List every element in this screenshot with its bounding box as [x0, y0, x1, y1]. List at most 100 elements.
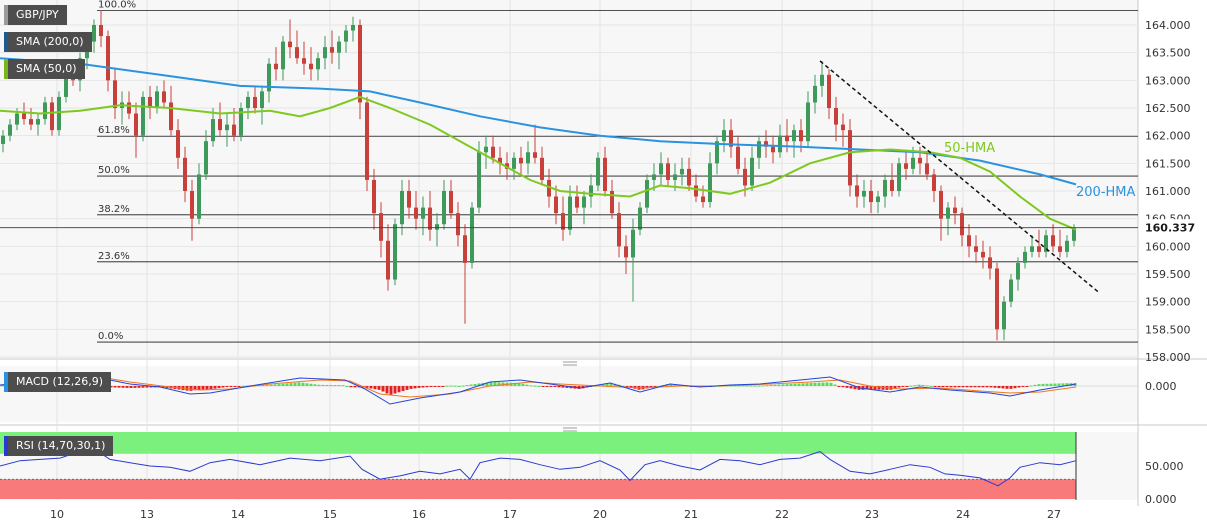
candle-body — [827, 74, 831, 108]
hma200-annotation: 200-HMA — [1076, 185, 1135, 200]
macd-histogram-bar — [125, 386, 129, 388]
macd-histogram-bar — [953, 386, 957, 388]
macd-histogram-bar — [393, 386, 397, 394]
macd-histogram-bar — [845, 386, 849, 388]
date-tick-label: 23 — [865, 508, 879, 521]
candle-body — [428, 207, 432, 230]
macd-panel: 0.000 — [0, 373, 1177, 405]
macd-histogram-bar — [465, 385, 469, 387]
candle-body — [323, 47, 327, 59]
candle-body — [946, 207, 950, 219]
macd-histogram-bar — [221, 386, 225, 388]
candle-body — [344, 30, 348, 42]
macd-histogram-bar — [429, 386, 433, 387]
candle-body — [1065, 240, 1069, 252]
macd-histogram-bar — [321, 384, 325, 386]
macd-histogram-bar — [273, 384, 277, 386]
candle-body — [456, 213, 460, 236]
macd-histogram-bar — [189, 386, 193, 391]
macd-histogram-bar — [981, 386, 985, 388]
macd-histogram-bar — [533, 385, 537, 387]
macd-histogram-bar — [469, 384, 473, 386]
price-tick-label: 158.000 — [1145, 351, 1191, 364]
macd-histogram-bar — [893, 386, 897, 389]
candle-body — [491, 146, 495, 158]
candle-body — [400, 191, 404, 225]
macd-histogram-bar — [521, 383, 525, 386]
macd-histogram-bar — [1029, 385, 1033, 387]
macd-histogram-bar — [513, 382, 517, 386]
candle-body — [666, 163, 670, 180]
candle-body — [757, 141, 761, 158]
candle-body — [610, 191, 614, 214]
macd-histogram-bar — [609, 382, 613, 386]
macd-histogram-bar — [849, 386, 853, 389]
candle-body — [407, 191, 411, 208]
macd-histogram-bar — [309, 383, 313, 386]
macd-histogram-bar — [905, 386, 909, 387]
macd-histogram-bar — [141, 386, 145, 388]
macd-histogram-bar — [961, 386, 965, 388]
macd-histogram-bar — [417, 386, 421, 388]
candle-body — [743, 168, 747, 186]
candle-body — [1030, 246, 1034, 252]
price-tick-label: 161.000 — [1145, 185, 1191, 198]
candle-body — [680, 168, 684, 175]
candle-body — [1044, 235, 1048, 252]
candle-body — [918, 157, 922, 164]
macd-histogram-bar — [805, 383, 809, 386]
macd-histogram-bar — [841, 386, 845, 388]
candle-body — [498, 157, 502, 164]
candle-body — [386, 240, 390, 280]
macd-histogram-bar — [421, 386, 425, 388]
macd-histogram-bar — [137, 386, 141, 388]
macd-histogram-bar — [677, 384, 681, 386]
candle-body — [526, 152, 530, 164]
sma200-swatch — [4, 32, 8, 52]
candle-body — [141, 96, 145, 136]
macd-histogram-bar — [917, 384, 921, 386]
candle-body — [995, 268, 999, 330]
candle-body — [64, 74, 68, 97]
candle-body — [561, 213, 565, 230]
candle-body — [267, 63, 271, 92]
rsi-panel: 50.000 0.000 — [0, 432, 1184, 506]
date-tick-label: 21 — [684, 508, 698, 521]
macd-histogram-bar — [489, 382, 493, 386]
current-price-label: 160.337 — [1145, 222, 1195, 235]
candle-body — [393, 224, 397, 280]
macd-histogram-bar — [437, 386, 441, 387]
candle-body — [295, 47, 299, 59]
macd-histogram-bar — [1061, 383, 1065, 386]
candle-body — [848, 130, 852, 186]
candle-body — [617, 213, 621, 247]
candle-body — [449, 191, 453, 214]
macd-histogram-bar — [525, 384, 529, 386]
macd-histogram-bar — [241, 385, 245, 387]
candle-body — [134, 113, 138, 136]
candle-body — [701, 196, 705, 203]
candle-body — [162, 91, 166, 103]
candle-body — [554, 196, 558, 214]
candle-body — [351, 25, 355, 31]
date-tick-label: 24 — [956, 508, 970, 521]
candle-body — [22, 113, 26, 120]
candle-body — [211, 119, 215, 142]
macd-histogram-bar — [381, 386, 385, 392]
macd-histogram-bar — [741, 385, 745, 387]
macd-histogram-bar — [333, 385, 337, 387]
candle-body — [764, 141, 768, 147]
date-tick-label: 10 — [50, 508, 64, 521]
macd-histogram-bar — [781, 384, 785, 386]
main-panel-bg — [0, 0, 1138, 358]
sma200-label: SMA (200,0) — [16, 35, 84, 48]
macd-histogram-bar — [477, 383, 481, 386]
macd-histogram-bar — [301, 382, 305, 386]
candle-body — [421, 207, 425, 219]
macd-histogram-bar — [1037, 384, 1041, 386]
candle-body — [771, 146, 775, 153]
macd-histogram-bar — [777, 384, 781, 386]
macd-histogram-bar — [945, 386, 949, 388]
candle-body — [596, 157, 600, 186]
candle-body — [253, 96, 257, 108]
